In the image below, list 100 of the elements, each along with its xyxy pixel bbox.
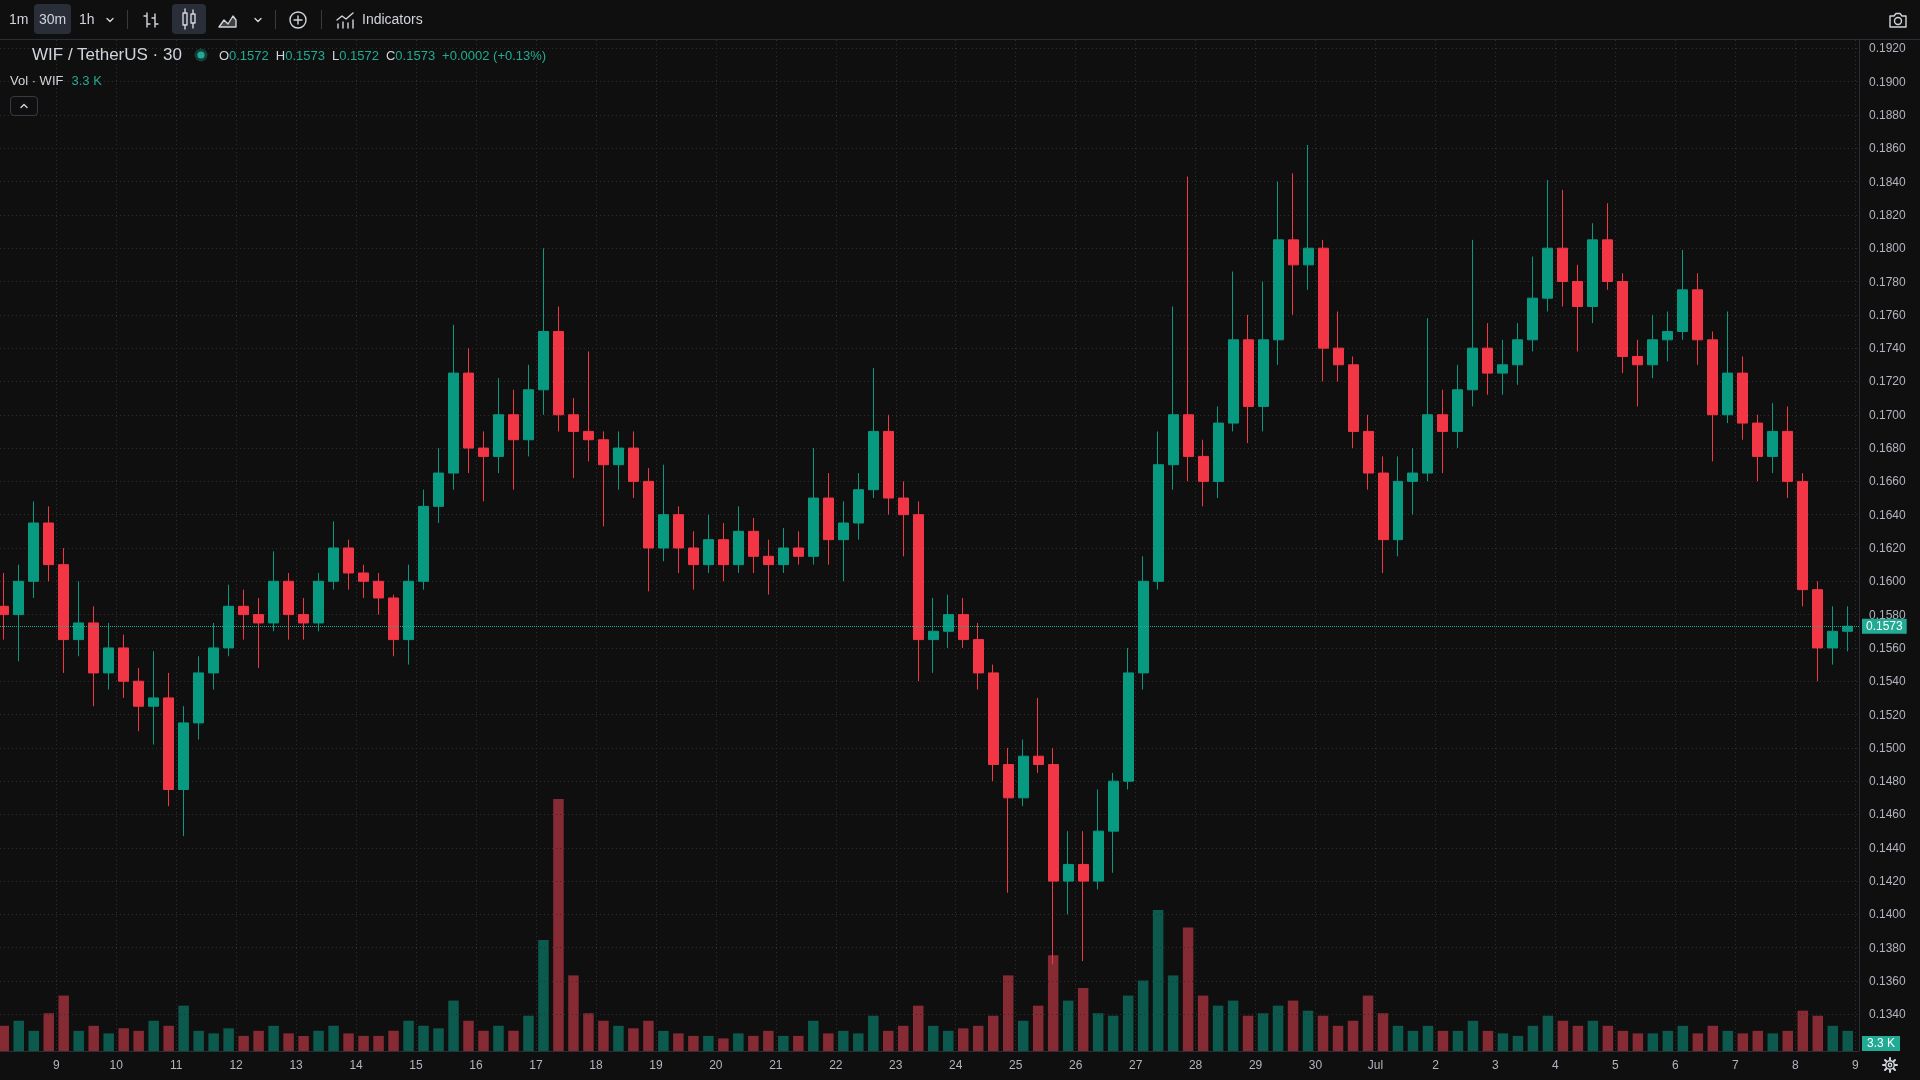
y-tick-label: 0.1880 [1869,107,1907,122]
bar [223,1028,234,1051]
candlestick [1333,310,1344,382]
candlestick [373,572,384,616]
bar [703,1035,714,1051]
bar [823,1033,834,1051]
candlestick [1647,314,1658,379]
y-tick-label: 0.1720 [1869,374,1907,389]
candlestick [568,397,579,479]
y-tick-label: 0.1600 [1869,574,1907,589]
x-tick-label: 21 [769,1058,783,1072]
y-tick-label: 0.1680 [1869,441,1907,456]
candlestick [763,539,774,596]
candlestick [1108,772,1119,874]
bar [13,1020,24,1051]
y-tick-label: 0.1400 [1869,907,1907,922]
candlestick [1752,414,1763,482]
bar [1512,1035,1524,1051]
bar [972,1025,984,1051]
bar [748,1035,759,1051]
y-tick-label: 0.1820 [1869,207,1907,222]
y-tick-label: 0.1420 [1869,874,1907,889]
bar [1467,1020,1479,1051]
bar [1842,1030,1853,1051]
bar [1062,1000,1074,1051]
interval-button[interactable]: 1m [4,4,34,34]
interval-button[interactable]: 1h [74,4,100,34]
bar [942,1030,954,1051]
candlestick [508,389,519,491]
bar [1827,1025,1839,1051]
candlestick [1602,202,1613,291]
candlestick [58,547,69,674]
bar [1182,927,1194,1051]
indicators-button[interactable]: Indicators [357,4,428,34]
bar [643,1020,654,1051]
candlestick [1452,364,1463,449]
bar [298,1035,309,1051]
candlestick [1303,144,1314,291]
bar [163,1025,174,1051]
candlestick [673,505,684,574]
candlestick [793,530,804,566]
candlestick [1018,739,1029,807]
candlestick [1632,339,1643,407]
candlestick [658,464,669,562]
bar [253,1030,264,1051]
candlestick [418,489,429,591]
bar [1317,1015,1329,1051]
candlestick [13,564,24,662]
candlestick [208,622,219,691]
bar [373,1035,384,1051]
candlestick [583,350,594,462]
candlestick [1422,317,1433,482]
bar [508,1030,519,1051]
candlestick [148,650,159,746]
bar [1122,995,1134,1051]
candlestick [1677,249,1688,341]
bar [853,1033,864,1051]
bar [343,1033,354,1051]
annotation: 3.3 K [71,72,102,88]
candlestick [1378,455,1389,574]
collapse-button[interactable] [10,96,38,116]
bar [628,1028,639,1051]
x-tick-label: 7 [1731,1058,1739,1072]
bar [523,1015,534,1051]
candlestick [988,664,999,782]
bar [1422,1025,1434,1051]
candlestick [1318,239,1329,382]
interval-button[interactable]: 30m [34,4,72,34]
candlestick [1258,281,1269,432]
candlestick [298,597,309,641]
candlestick [1842,605,1853,652]
candlestick [28,500,39,599]
bar [1032,1005,1044,1051]
bar [1482,1030,1494,1051]
bar [1557,1020,1569,1051]
candlestick [1557,189,1568,307]
candlestick [1617,272,1628,374]
bar [1287,1000,1299,1051]
annotation: +0.0002 (+0.13%) [442,47,547,63]
candlestick [973,622,984,691]
candlestick [1153,430,1164,591]
bar [1497,1033,1509,1051]
y-tick-label: 0.1380 [1869,940,1907,955]
bar [268,1025,279,1051]
bar [478,1030,489,1051]
chart-title: WIF / TetherUS · 30 [32,45,182,65]
y-tick-label: 0.1640 [1869,507,1907,522]
candlestick [118,634,129,699]
y-tick-label: 0.1540 [1869,674,1907,689]
candlestick [313,572,324,632]
bar [433,1028,444,1051]
candlestick [433,447,444,524]
candlestick [1393,455,1403,557]
candlestick [463,347,474,474]
candlestick [1123,647,1134,791]
candlestick [823,472,834,566]
x-tick-label: 30 [1308,1058,1323,1072]
x-tick-label: 18 [589,1058,603,1072]
bar [1437,1030,1449,1051]
candlestick [808,447,819,566]
